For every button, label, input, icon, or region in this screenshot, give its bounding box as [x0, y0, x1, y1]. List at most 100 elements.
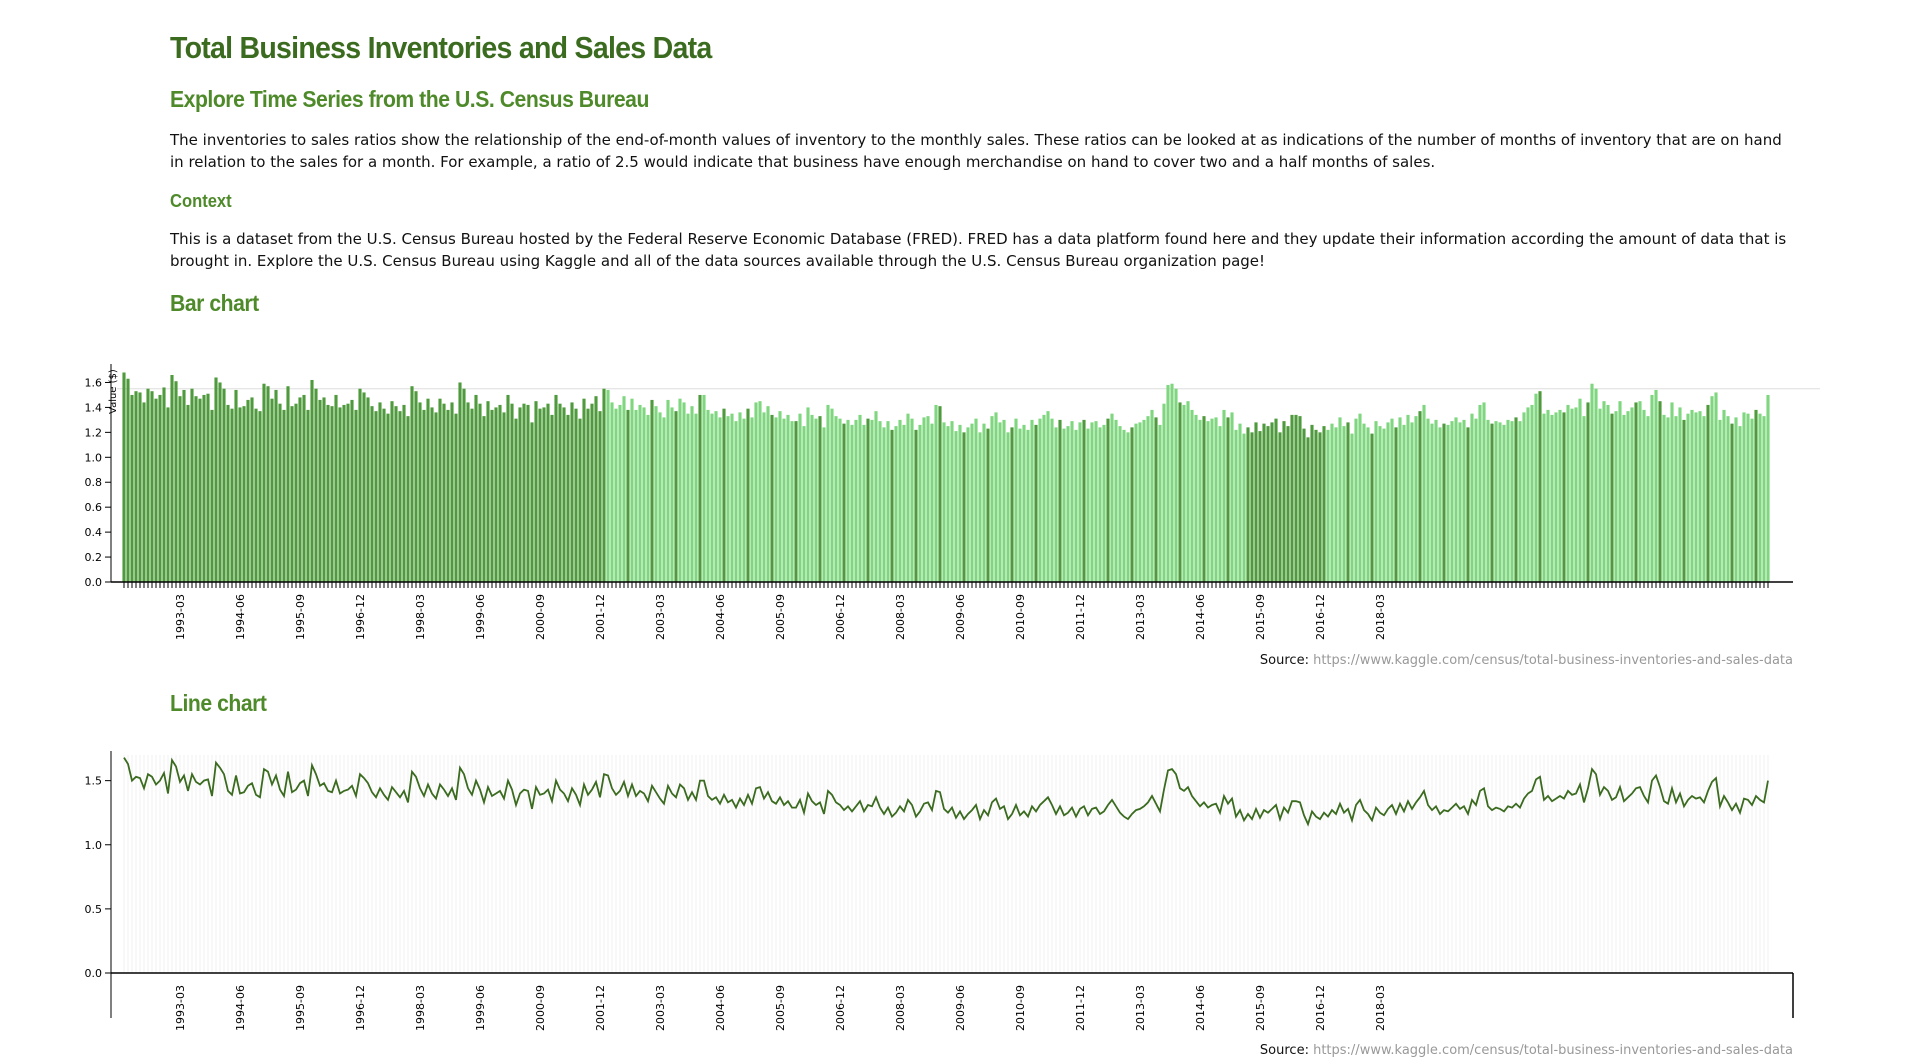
- bar: [382, 408, 386, 582]
- bar-x-tick-label: 2010-09: [1014, 594, 1027, 640]
- bar: [734, 421, 738, 582]
- bar: [1014, 418, 1018, 582]
- bar: [830, 408, 834, 582]
- bar: [1150, 409, 1154, 582]
- bar: [1326, 429, 1330, 582]
- bar: [598, 411, 602, 582]
- bar: [1358, 413, 1362, 582]
- bar: [1042, 414, 1046, 582]
- bar: [574, 408, 578, 582]
- bar: [886, 421, 890, 582]
- bar: [898, 419, 902, 582]
- bar: [958, 424, 962, 582]
- bar: [1286, 426, 1290, 582]
- bar: [918, 424, 922, 582]
- line-x-tick-label: 2009-06: [954, 985, 967, 1031]
- bar: [1582, 416, 1586, 582]
- bar: [126, 378, 130, 582]
- bar: [1590, 383, 1594, 582]
- bar: [1382, 428, 1386, 582]
- bar: [1246, 427, 1250, 582]
- bar: [1586, 402, 1590, 582]
- bar: [214, 377, 218, 582]
- bar: [1494, 421, 1498, 582]
- bar: [698, 394, 702, 582]
- line-y-tick-label: 0.5: [85, 903, 103, 916]
- bar-x-tick-label: 1994-06: [234, 594, 247, 640]
- bar: [646, 414, 650, 582]
- bar: [1578, 398, 1582, 582]
- bar: [994, 412, 998, 582]
- bar: [906, 413, 910, 582]
- line-x-tick-label: 1998-03: [414, 985, 427, 1031]
- bar: [1410, 422, 1414, 582]
- bar: [1678, 407, 1682, 582]
- bar-x-tick-label: 2018-03: [1374, 594, 1387, 640]
- source-link[interactable]: https://www.kaggle.com/census/total-busi…: [1313, 653, 1793, 668]
- bar: [1306, 437, 1310, 582]
- bar: [374, 411, 378, 582]
- bar: [182, 389, 186, 582]
- bar: [1022, 424, 1026, 582]
- source-link[interactable]: https://www.kaggle.com/census/total-busi…: [1313, 1043, 1793, 1058]
- bar: [1210, 418, 1214, 582]
- bar: [1462, 419, 1466, 582]
- bar: [262, 383, 266, 582]
- bar: [1302, 428, 1306, 582]
- bar: [1038, 418, 1042, 582]
- bar: [686, 413, 690, 582]
- line-x-tick-label: 1995-09: [294, 985, 307, 1031]
- bar: [530, 422, 534, 582]
- bar: [586, 408, 590, 582]
- bar: [1658, 401, 1662, 582]
- bar: [1766, 394, 1770, 582]
- bar: [330, 406, 334, 582]
- bar: [306, 409, 310, 582]
- bar: [1262, 423, 1266, 582]
- bar: [362, 392, 366, 582]
- bar-x-tick-label: 2000-09: [534, 594, 547, 640]
- bar-y-tick-label: 1.0: [85, 451, 103, 464]
- bar: [522, 403, 526, 582]
- bar-x-tick-label: 2005-09: [774, 594, 787, 640]
- bar: [1062, 428, 1066, 582]
- bar: [754, 402, 758, 582]
- bar: [818, 416, 822, 582]
- bar-x-tick-label: 2016-12: [1314, 594, 1327, 640]
- bar: [1546, 409, 1550, 582]
- bar: [1030, 419, 1034, 582]
- bar-x-tick-label: 1998-03: [414, 594, 427, 640]
- bar: [570, 402, 574, 582]
- bar: [1222, 409, 1226, 582]
- bar: [746, 408, 750, 582]
- bar: [1026, 429, 1030, 582]
- bar: [1078, 422, 1082, 582]
- bar: [162, 387, 166, 582]
- bar: [674, 411, 678, 582]
- bar: [494, 407, 498, 582]
- bar: [1446, 424, 1450, 582]
- bar-y-axis-label: Value ($): [108, 369, 119, 414]
- bar: [1118, 426, 1122, 582]
- bar: [474, 394, 478, 582]
- line-series: [123, 757, 1769, 827]
- bar: [206, 393, 210, 582]
- bar: [882, 427, 886, 582]
- bar: [1218, 426, 1222, 582]
- bar: [190, 388, 194, 582]
- bar: [146, 388, 150, 582]
- bar: [1266, 426, 1270, 582]
- bar: [282, 409, 286, 582]
- intro-paragraph: The inventories to sales ratios show the…: [170, 131, 1782, 171]
- bar: [526, 404, 530, 582]
- bar: [226, 404, 230, 582]
- bar: [1122, 429, 1126, 582]
- bar: [1510, 421, 1514, 582]
- bar: [1482, 402, 1486, 582]
- bar: [822, 427, 826, 582]
- bar: [442, 403, 446, 582]
- bar: [718, 417, 722, 582]
- bar: [1730, 423, 1734, 582]
- line-x-tick-label: 2004-06: [714, 985, 727, 1031]
- bar: [1166, 384, 1170, 582]
